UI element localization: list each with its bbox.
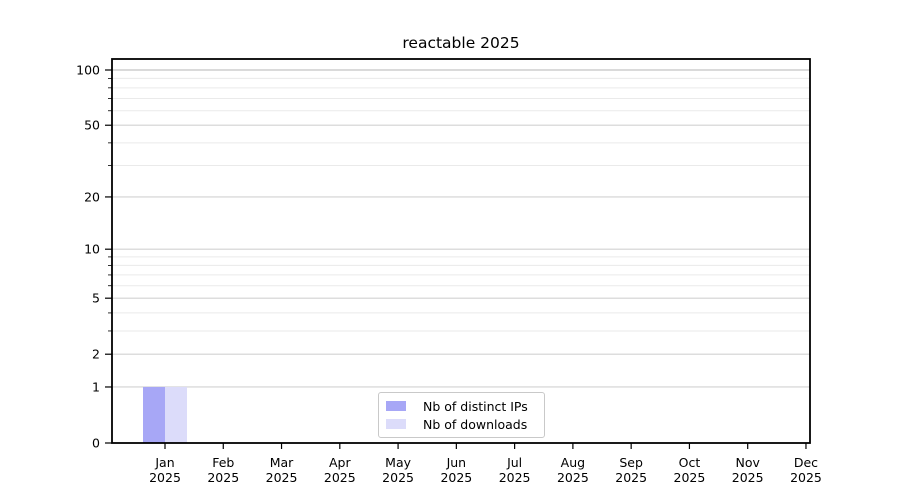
- legend: Nb of distinct IPs Nb of downloads: [378, 392, 545, 438]
- y-tick-label: 10: [84, 242, 100, 257]
- x-tick-label-month: Jun: [446, 455, 467, 470]
- x-tick-label-month: Jan: [154, 455, 174, 470]
- x-tick-label-year: 2025: [266, 470, 298, 485]
- y-tick-label: 1: [92, 379, 100, 394]
- y-tick-label: 50: [84, 118, 100, 133]
- x-tick-label-month: May: [385, 455, 411, 470]
- x-tick-label-month: Nov: [735, 455, 760, 470]
- x-tick-label-year: 2025: [732, 470, 764, 485]
- x-tick-label-month: Jul: [506, 455, 522, 470]
- x-tick-label-year: 2025: [382, 470, 414, 485]
- y-tick-label: 0: [92, 436, 100, 451]
- x-tick-label-year: 2025: [674, 470, 706, 485]
- y-tick-label: 100: [76, 63, 100, 78]
- x-tick-label-year: 2025: [499, 470, 531, 485]
- legend-swatch-downloads: [386, 419, 406, 429]
- y-tick-label: 20: [84, 189, 100, 204]
- x-tick-label-month: Mar: [270, 455, 294, 470]
- bar-distinct-ips-jan: [143, 386, 165, 443]
- x-tick-label-year: 2025: [790, 470, 822, 485]
- plot-frame: [111, 58, 811, 444]
- x-tick-label-year: 2025: [149, 470, 181, 485]
- legend-item-distinct-ips: Nb of distinct IPs: [386, 397, 537, 415]
- x-tick-label-year: 2025: [440, 470, 472, 485]
- legend-swatch-distinct-ips: [386, 401, 406, 411]
- y-tick-label: 2: [92, 347, 100, 362]
- chart-title: reactable 2025: [402, 34, 520, 52]
- legend-label-downloads: Nb of downloads: [423, 416, 528, 432]
- x-tick-label-year: 2025: [615, 470, 647, 485]
- y-tick-label: 5: [92, 291, 100, 306]
- legend-label-distinct-ips: Nb of distinct IPs: [423, 398, 528, 414]
- x-tick-label-year: 2025: [324, 470, 356, 485]
- x-tick-label-year: 2025: [207, 470, 239, 485]
- x-tick-label-year: 2025: [557, 470, 589, 485]
- bar-downloads-jan: [165, 386, 187, 443]
- x-tick-label-month: Oct: [679, 455, 701, 470]
- x-tick-label-month: Aug: [561, 455, 585, 470]
- x-tick-label-month: Apr: [329, 455, 351, 470]
- legend-item-downloads: Nb of downloads: [386, 415, 537, 433]
- x-tick-label-month: Dec: [794, 455, 818, 470]
- x-tick-label-month: Sep: [619, 455, 643, 470]
- x-tick-label-month: Feb: [212, 455, 234, 470]
